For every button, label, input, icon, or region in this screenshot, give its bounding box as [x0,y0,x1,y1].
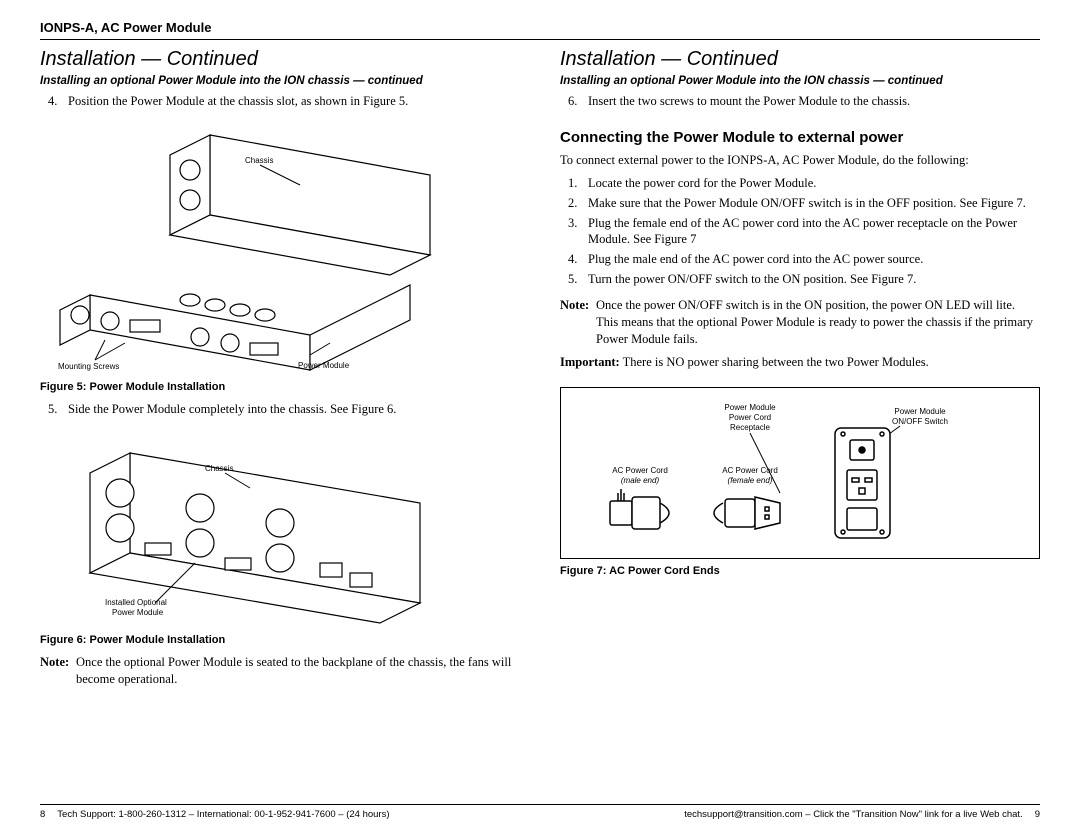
section-heading-right: Installation — Continued [560,48,1040,71]
c-step-3-text: Plug the female end of the AC power cord… [588,216,1017,247]
figure-7-svg: Power Module Power Cord Receptacle Power… [580,398,1020,548]
left-note-label: Note: [40,654,69,671]
c-step-1: 1.Locate the power cord for the Power Mo… [560,175,1040,192]
right-important: Important: There is NO power sharing bet… [560,354,1040,371]
fig5-label-pm: Power Module [298,361,350,370]
c-step-2: 2.Make sure that the Power Module ON/OFF… [560,195,1040,212]
left-note-text: Once the optional Power Module is seated… [76,655,511,686]
c-step-4: 4.Plug the male end of the AC power cord… [560,251,1040,268]
step-6-text: Insert the two screws to mount the Power… [588,94,910,108]
c-step-4-text: Plug the male end of the AC power cord i… [588,252,923,266]
footer-text-right: techsupport@transition.com – Click the "… [684,809,1022,820]
sub-heading-left: Installing an optional Power Module into… [40,75,520,87]
page-footer: 8 Tech Support: 1-800-260-1312 – Interna… [40,804,1040,820]
right-note-label: Note: [560,297,589,314]
fig7-recep-2: Power Cord [729,413,771,422]
fig7-female-2: (female end) [728,476,773,485]
fig6-label-inst2: Power Module [112,608,164,617]
figure-6-caption: Figure 6: Power Module Installation [40,634,520,646]
fig7-sw-2: ON/OFF Switch [892,417,948,426]
doc-header: IONPS-A, AC Power Module [40,20,1040,35]
header-rule [40,39,1040,40]
figure-7-caption: Figure 7: AC Power Cord Ends [560,565,1040,577]
step-4: 4.Position the Power Module at the chass… [40,93,520,110]
fig7-recep-3: Receptacle [730,423,771,432]
fig7-sw-1: Power Module [894,407,946,416]
fig5-label-screws: Mounting Screws [58,362,119,371]
figure-6-svg: Chassis Installed Optional Power Module [50,433,510,628]
connect-intro: To connect external power to the IONPS-A… [560,152,1040,169]
figure-5-svg: Chassis Power Module Mounting Screws [50,125,510,375]
fig7-recep-1: Power Module [724,403,776,412]
figure-7: Power Module Power Cord Receptacle Power… [560,387,1040,559]
figure-5: Chassis Power Module Mounting Screws [40,125,520,375]
fig6-label-chassis: Chassis [205,464,233,473]
step-5: 5.Side the Power Module completely into … [40,401,520,418]
left-column: Installation — Continued Installing an o… [40,48,520,788]
right-column: Installation — Continued Installing an o… [560,48,1040,788]
c-step-2-text: Make sure that the Power Module ON/OFF s… [588,196,1026,210]
c-step-3: 3.Plug the female end of the AC power co… [560,215,1040,249]
right-imp-text: There is NO power sharing between the tw… [623,355,929,369]
right-note: Note: Once the power ON/OFF switch is in… [560,297,1040,348]
section-heading-left: Installation — Continued [40,48,520,71]
c-step-1-text: Locate the power cord for the Power Modu… [588,176,816,190]
connect-steps: 1.Locate the power cord for the Power Mo… [560,175,1040,291]
right-note-text: Once the power ON/OFF switch is in the O… [596,298,1033,346]
two-column-layout: Installation — Continued Installing an o… [40,48,1040,788]
step-list-left-1: 4.Position the Power Module at the chass… [40,93,520,113]
step-4-text: Position the Power Module at the chassis… [68,94,408,108]
c-step-5-text: Turn the power ON/OFF switch to the ON p… [588,272,916,286]
footer-text-left: Tech Support: 1-800-260-1312 – Internati… [57,809,389,820]
step-list-right-1: 6.Insert the two screws to mount the Pow… [560,93,1040,113]
fig7-male-1: AC Power Cord [612,466,668,475]
step-5-text: Side the Power Module completely into th… [68,402,396,416]
figure-5-caption: Figure 5: Power Module Installation [40,381,520,393]
fig7-female-1: AC Power Cord [722,466,778,475]
fig7-male-2: (male end) [621,476,660,485]
sub-heading-right: Installing an optional Power Module into… [560,75,1040,87]
c-step-5: 5.Turn the power ON/OFF switch to the ON… [560,271,1040,288]
left-note: Note: Once the optional Power Module is … [40,654,520,688]
step-list-left-2: 5.Side the Power Module completely into … [40,401,520,421]
right-imp-label: Important: [560,355,620,369]
fig6-label-inst1: Installed Optional [105,598,167,607]
page-number-right: 9 [1035,809,1040,820]
step-6: 6.Insert the two screws to mount the Pow… [560,93,1040,110]
connect-heading: Connecting the Power Module to external … [560,129,1040,146]
page-number-left: 8 [40,809,45,820]
fig5-label-chassis: Chassis [245,156,273,165]
figure-6: Chassis Installed Optional Power Module [40,433,520,628]
